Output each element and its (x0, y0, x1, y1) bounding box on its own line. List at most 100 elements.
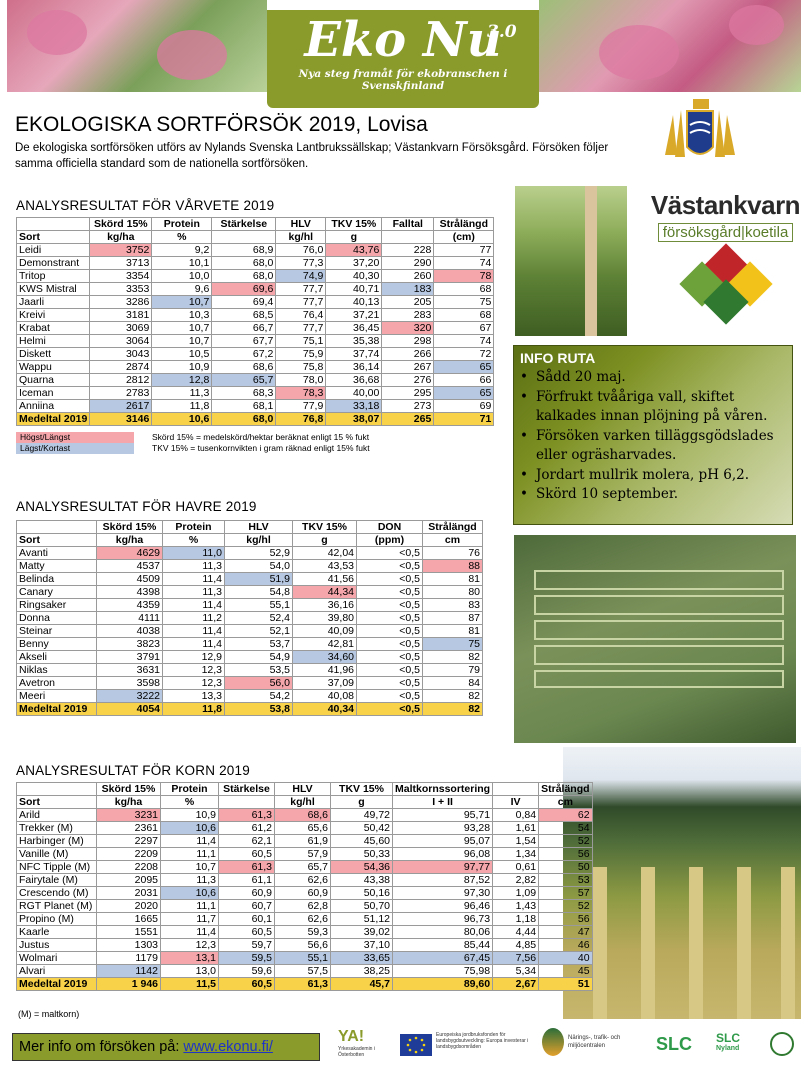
cell-value: 3231 (96, 808, 161, 822)
cell-value: 4111 (96, 611, 163, 625)
cell-value: 10,7 (160, 860, 219, 874)
cell-value: 96,08 (391, 847, 494, 861)
cell-value: 267 (381, 360, 435, 374)
cell-value: 60,9 (274, 886, 331, 900)
table-row: Meeri 3222 13,3 54,2 40,08 <0,5 82 (16, 689, 483, 703)
eu-text: Europeiska jordbruksfonden för landsbygd… (436, 1032, 529, 1050)
cell-value: 76,4 (275, 308, 327, 322)
cell-value: 61,2 (218, 821, 275, 835)
cell-value: 52 (538, 899, 593, 913)
cell-value: 40,13 (325, 295, 383, 309)
cell-value: 66 (433, 373, 495, 387)
cell-value: 75 (433, 295, 495, 309)
variety-name: Matty (16, 559, 97, 573)
cell-value: 36,68 (325, 373, 383, 387)
variety-name: Fairytale (M) (16, 873, 97, 887)
cell-value: 60,5 (218, 925, 275, 939)
cell-value: 62,1 (218, 834, 275, 848)
mean-value: 4054 (96, 702, 163, 716)
mean-value: 11,5 (160, 977, 219, 991)
variety-name: Quarna (15, 373, 91, 387)
wheat-section: ANALYSRESULTAT FÖR VÅRVETE 2019 Skörd 15… (15, 198, 495, 454)
wheat-table: Skörd 15% Protein Stärkelse HLV TKV 15% Fallt… (15, 217, 495, 426)
col-header: Strålängd (422, 520, 483, 534)
info-box: INFO RUTA Sådd 20 maj. Förfrukt tvååriga… (513, 345, 793, 525)
barley-section: ANALYSRESULTAT FÖR KORN 2019 Skörd 15% Pr… (16, 763, 593, 991)
vastankvarn-logo: Västankvarn försöksgård|koetila (648, 190, 803, 325)
cell-value: 67,7 (211, 334, 277, 348)
cell-value: 40,00 (325, 386, 383, 400)
cell-value: 95,71 (391, 808, 494, 822)
cell-value: 65,7 (211, 373, 277, 387)
cell-value: 1179 (96, 951, 161, 965)
info-item: Skörd 10 september. (520, 485, 786, 505)
cell-value: 65,7 (274, 860, 331, 874)
variety-name: Tritop (15, 269, 91, 283)
mean-label: Medeltal 2019 (16, 702, 97, 716)
cell-value: 75,8 (275, 360, 327, 374)
cell-value: 39,80 (292, 611, 357, 625)
variety-name: Wolmari (16, 951, 97, 965)
col-header: Skörd 15% (96, 782, 161, 796)
cell-value: 62 (538, 808, 593, 822)
table-row: Fairytale (M) 2095 11,3 61,1 62,6 43,38 87,52 2… (16, 873, 593, 887)
cell-value: 1,54 (492, 834, 540, 848)
col-header: Skörd 15% (89, 217, 153, 231)
cell-value: 295 (381, 386, 435, 400)
table-row: Avetron 3598 12,3 56,0 37,09 <0,5 84 (16, 676, 483, 690)
ekonu-link[interactable]: www.ekonu.fi/ (183, 1039, 273, 1055)
cell-value: 68 (433, 308, 495, 322)
variety-name: Harbinger (M) (16, 834, 97, 848)
variety-name: Canary (16, 585, 97, 599)
col-header: Protein (160, 782, 219, 796)
barley-table: Skörd 15% Protein Stärkelse HLV TKV 15% Maltk… (16, 782, 593, 991)
legend: Högst/Längst Skörd 15% = medelskörd/hekta… (16, 432, 374, 454)
footer-text: Mer info om försöken på: (19, 1039, 180, 1055)
cell-value: 37,10 (330, 938, 393, 952)
col-unit: kg/ha (96, 533, 163, 547)
eu-flag-icon (400, 1034, 432, 1056)
cell-value: 266 (381, 347, 435, 361)
cell-value: 4629 (96, 546, 163, 560)
cell-value: 77,7 (275, 295, 327, 309)
mean-value: 71 (433, 412, 495, 426)
cell-value: 37,20 (325, 256, 383, 270)
cell-value: 183 (381, 282, 435, 296)
cell-value: 93,28 (391, 821, 494, 835)
table-row: Vanille (M) 2209 11,1 60,5 57,9 50,33 96,08 1,3… (16, 847, 593, 861)
cell-value: 80,06 (391, 925, 494, 939)
cell-value: 12,9 (162, 650, 225, 664)
table-row: Helmi 3064 10,7 67,7 75,1 35,38 298 74 (15, 334, 495, 348)
variety-name: Vanille (M) (16, 847, 97, 861)
variety-name: Arild (16, 808, 97, 822)
cell-value: 10,9 (160, 808, 219, 822)
col-unit: Sort (16, 795, 97, 809)
cell-value: 54,8 (224, 585, 293, 599)
cell-value: 62,6 (274, 873, 331, 887)
mean-value: 60,5 (218, 977, 275, 991)
page-title: EKOLOGISKA SORTFÖRSÖK 2019, Lovisa (15, 113, 428, 136)
table-row: Quarna 2812 12,8 65,7 78,0 36,68 276 66 (15, 373, 495, 387)
cell-value: 4,85 (492, 938, 540, 952)
cell-value: 97,30 (391, 886, 494, 900)
table-row: Matty 4537 11,3 54,0 43,53 <0,5 88 (16, 559, 483, 573)
cell-value: 10,6 (160, 886, 219, 900)
table-row: Niklas 3631 12,3 53,5 41,96 <0,5 79 (16, 663, 483, 677)
cell-value: 96,46 (391, 899, 494, 913)
cell-value: 33,65 (330, 951, 393, 965)
table-row: Krabat 3069 10,7 66,7 77,7 36,45 320 67 (15, 321, 495, 335)
cell-value: <0,5 (356, 546, 423, 560)
cell-value: 2095 (96, 873, 161, 887)
col-header: Falltal (381, 217, 435, 231)
col-header: HLV (224, 520, 293, 534)
col-header: HLV (274, 782, 331, 796)
cell-value: 13,1 (160, 951, 219, 965)
barley-title: ANALYSRESULTAT FÖR KORN 2019 (16, 763, 250, 778)
col-unit: % (160, 795, 219, 809)
legend-low: Lägst/Kortast (16, 443, 134, 454)
table-row: Alvari 1142 13,0 59,6 57,5 38,25 75,98 5,34 45 (16, 964, 593, 978)
cell-value: 4,44 (492, 925, 540, 939)
cell-value: 85,44 (391, 938, 494, 952)
col-header: Protein (151, 217, 213, 231)
cell-value: 69,6 (211, 282, 277, 296)
